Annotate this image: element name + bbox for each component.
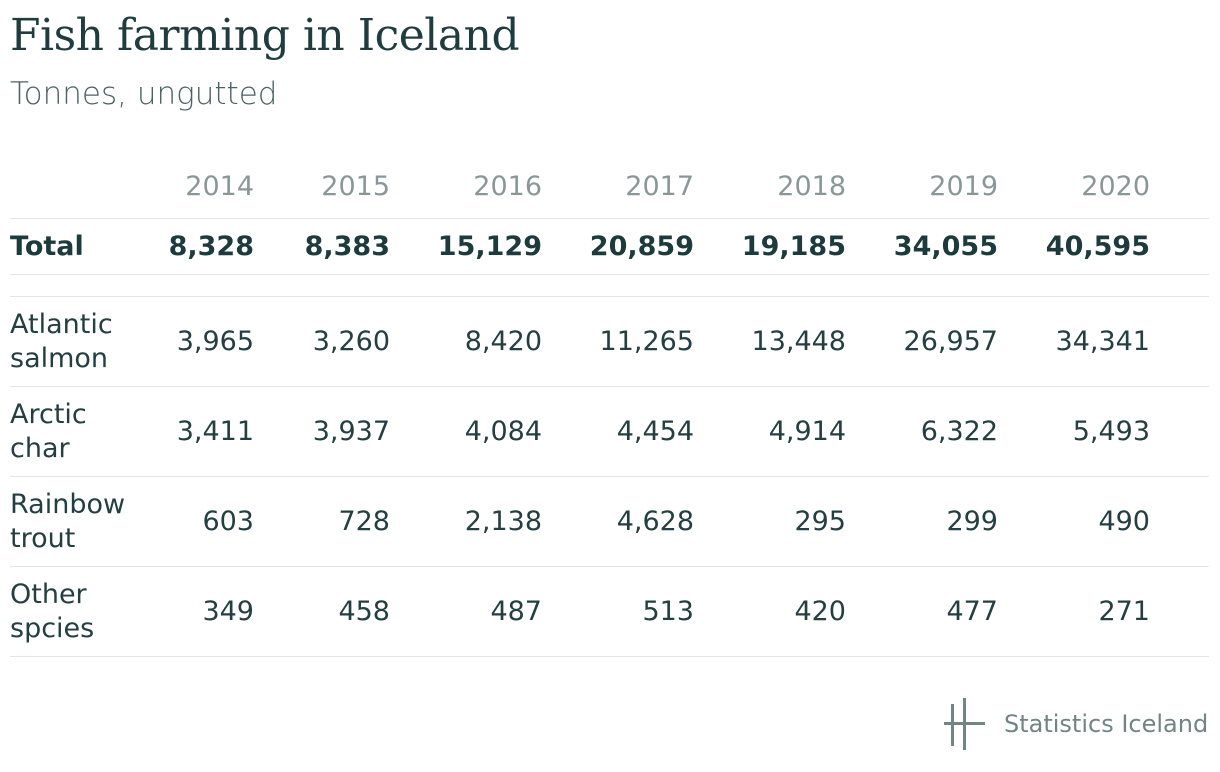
- table-spacer-row: [10, 274, 1209, 297]
- total-value-2017: 20,859: [542, 218, 694, 275]
- cell-arctic-char-2017: 4,454: [542, 386, 694, 477]
- cell-rainbow-trout-2019: 299: [846, 476, 998, 567]
- cell-arctic-char-2018: 4,914: [694, 386, 846, 477]
- cell-atlantic-salmon-2019: 26,957: [846, 296, 998, 387]
- cell-arctic-char-2019: 6,322: [846, 386, 998, 477]
- table-spacer-cell: [10, 274, 1209, 297]
- column-header-2019: 2019: [846, 154, 998, 219]
- cell-other-species-2014: 349: [150, 566, 254, 657]
- table-row-atlantic-salmon: Atlantic salmon 3,965 3,260 8,420 11,265…: [10, 296, 1209, 387]
- cell-rainbow-trout-2015: 728: [254, 476, 390, 567]
- total-label: Total: [10, 218, 150, 275]
- cell-atlantic-salmon-2020: 34,341: [998, 296, 1150, 387]
- header-corner-cell: [10, 154, 150, 219]
- table-row-arctic-char: Arctic char 3,411 3,937 4,084 4,454 4,91…: [10, 386, 1209, 477]
- total-row: Total 8,328 8,383 15,129 20,859 19,185 3…: [10, 218, 1209, 275]
- total-value-2015: 8,383: [254, 218, 390, 275]
- cell-atlantic-salmon-2015: 3,260: [254, 296, 390, 387]
- cell-arctic-char-2020: 5,493: [998, 386, 1150, 477]
- total-value-2019: 34,055: [846, 218, 998, 275]
- cell-other-species-2019: 477: [846, 566, 998, 657]
- cell-other-species-2015: 458: [254, 566, 390, 657]
- cell-other-species-2020: 271: [998, 566, 1150, 657]
- column-header-2016: 2016: [390, 154, 542, 219]
- cell-atlantic-salmon-2017: 11,265: [542, 296, 694, 387]
- total-value-2014: 8,328: [150, 218, 254, 275]
- cell-other-species-2018: 420: [694, 566, 846, 657]
- page-subtitle: Tonnes, ungutted: [10, 76, 278, 112]
- row-pad-cell: [1150, 296, 1209, 387]
- cell-rainbow-trout-2014: 603: [150, 476, 254, 567]
- cell-arctic-char-2016: 4,084: [390, 386, 542, 477]
- column-header-2018: 2018: [694, 154, 846, 219]
- total-value-2018: 19,185: [694, 218, 846, 275]
- table-row-rainbow-trout: Rainbow trout 603 728 2,138 4,628 295 29…: [10, 476, 1209, 567]
- statistics-iceland-logo[interactable]: Statistics Iceland: [944, 698, 1208, 750]
- statistics-iceland-logo-icon: [944, 698, 985, 750]
- row-label-arctic-char: Arctic char: [10, 386, 150, 477]
- column-header-2015: 2015: [254, 154, 390, 219]
- page-title: Fish farming in Iceland: [10, 10, 520, 61]
- total-value-2020: 40,595: [998, 218, 1150, 275]
- cell-rainbow-trout-2018: 295: [694, 476, 846, 567]
- column-header-2017: 2017: [542, 154, 694, 219]
- row-label-other-species: Other spcies: [10, 566, 150, 657]
- cell-atlantic-salmon-2018: 13,448: [694, 296, 846, 387]
- statistics-iceland-logo-text: Statistics Iceland: [1004, 710, 1209, 738]
- data-table: 2014 2015 2016 2017 2018 2019 2020 Total…: [10, 154, 1209, 657]
- cell-arctic-char-2015: 3,937: [254, 386, 390, 477]
- cell-atlantic-salmon-2014: 3,965: [150, 296, 254, 387]
- column-header-2014: 2014: [150, 154, 254, 219]
- total-value-2016: 15,129: [390, 218, 542, 275]
- column-header-2020: 2020: [998, 154, 1150, 219]
- row-label-rainbow-trout: Rainbow trout: [10, 476, 150, 567]
- row-pad-cell: [1150, 386, 1209, 477]
- table-row-other-species: Other spcies 349 458 487 513 420 477 271: [10, 566, 1209, 657]
- header-pad-cell: [1150, 154, 1209, 219]
- table-header-row: 2014 2015 2016 2017 2018 2019 2020: [10, 154, 1209, 219]
- row-pad-cell: [1150, 476, 1209, 567]
- cell-other-species-2017: 513: [542, 566, 694, 657]
- cell-rainbow-trout-2020: 490: [998, 476, 1150, 567]
- total-pad-cell: [1150, 218, 1209, 275]
- cell-other-species-2016: 487: [390, 566, 542, 657]
- cell-atlantic-salmon-2016: 8,420: [390, 296, 542, 387]
- cell-arctic-char-2014: 3,411: [150, 386, 254, 477]
- row-label-atlantic-salmon: Atlantic salmon: [10, 296, 150, 387]
- row-pad-cell: [1150, 566, 1209, 657]
- cell-rainbow-trout-2016: 2,138: [390, 476, 542, 567]
- cell-rainbow-trout-2017: 4,628: [542, 476, 694, 567]
